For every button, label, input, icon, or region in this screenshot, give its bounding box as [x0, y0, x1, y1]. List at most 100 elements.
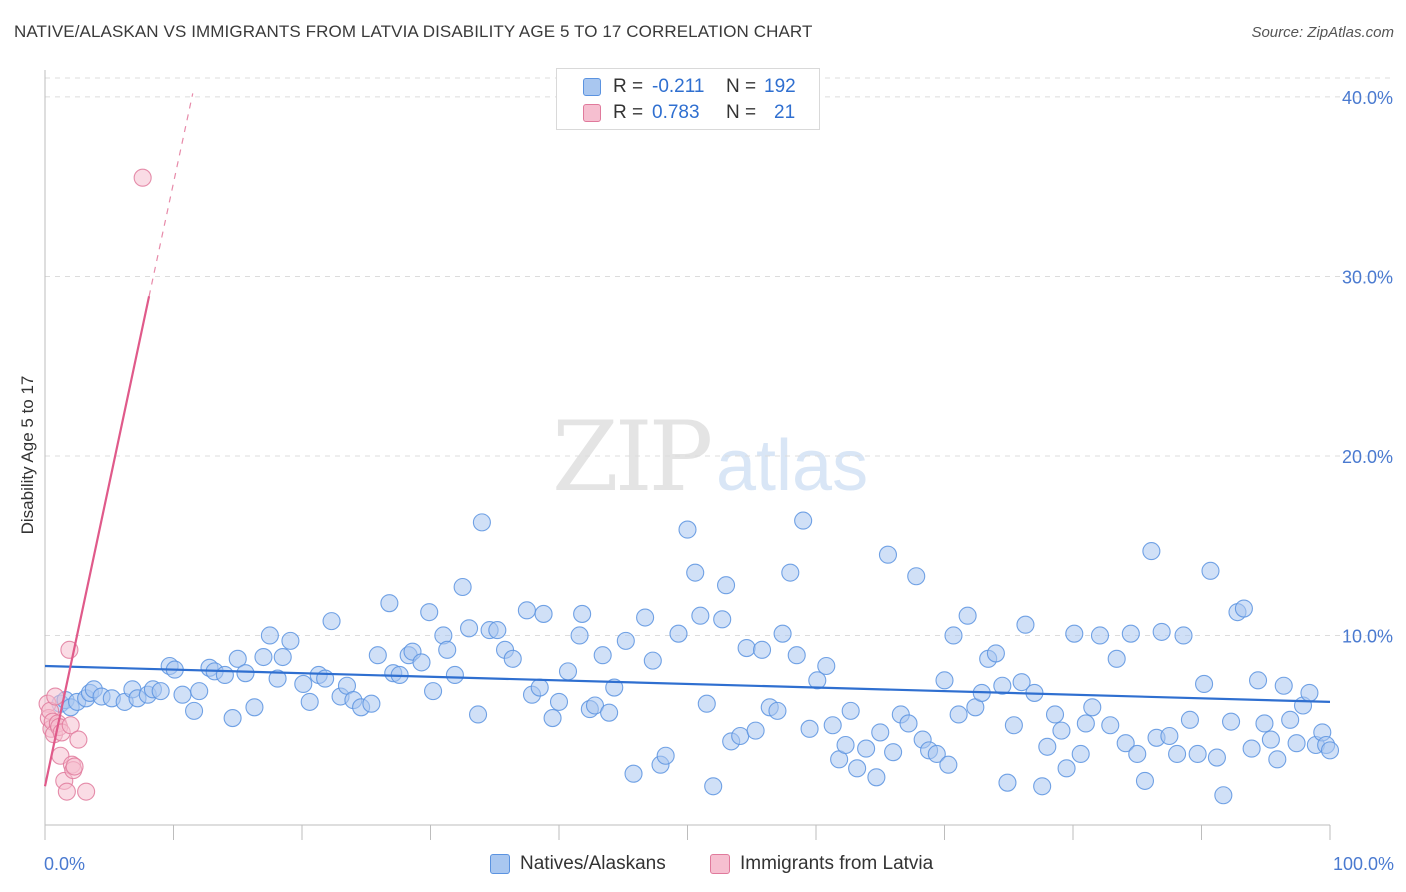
data-point — [1160, 726, 1179, 746]
data-point — [716, 576, 736, 595]
data-point — [412, 653, 431, 672]
data-point — [1261, 730, 1280, 749]
data-point — [517, 601, 536, 620]
data-point — [878, 545, 898, 564]
legend-label-natives: Natives/Alaskans — [520, 853, 666, 874]
data-point — [737, 638, 756, 658]
legend-r-label: R = — [613, 102, 644, 123]
data-point — [958, 606, 977, 625]
x-tick-label-max: 100.0% — [1333, 854, 1394, 874]
legend-n-value: 21 — [774, 102, 796, 123]
data-point — [570, 626, 589, 645]
data-point — [1128, 744, 1147, 764]
data-point — [768, 701, 787, 720]
series-natives-alaskans-points — [51, 511, 1340, 805]
data-point — [939, 755, 958, 774]
data-point — [773, 624, 792, 643]
data-point — [1242, 739, 1261, 758]
data-point — [273, 647, 292, 667]
watermark-zip: ZIP — [552, 401, 711, 513]
data-point — [236, 664, 255, 683]
data-point — [848, 759, 867, 778]
data-point — [899, 714, 918, 733]
trend-lines — [43, 93, 1331, 787]
data-point — [1057, 759, 1076, 778]
series-legend: Natives/Alaskans Immigrants from Latvia — [0, 852, 1406, 878]
data-point — [1107, 649, 1126, 668]
data-point — [57, 782, 76, 801]
trend-line-latvia-extension — [148, 93, 194, 297]
data-point — [1033, 777, 1052, 796]
y-tick-label-10: 10.0% — [1342, 626, 1393, 646]
legend-r-label: R = — [613, 76, 644, 97]
data-point — [1121, 624, 1140, 643]
data-point — [558, 662, 578, 681]
data-point — [1038, 737, 1057, 756]
data-point — [857, 739, 876, 758]
data-point — [1083, 698, 1102, 717]
data-point — [867, 768, 886, 787]
data-point — [185, 701, 204, 720]
data-point — [1090, 626, 1110, 645]
chart-title: NATIVE/ALASKAN VS IMMIGRANTS FROM LATVIA… — [14, 22, 813, 41]
data-point — [534, 604, 553, 623]
data-point — [1174, 626, 1193, 645]
data-point — [713, 610, 732, 629]
data-point — [459, 619, 479, 638]
data-point — [817, 656, 836, 676]
data-point — [993, 676, 1012, 695]
data-point — [907, 567, 926, 586]
data-point — [300, 692, 319, 711]
data-point — [746, 721, 765, 740]
correlation-legend: R = -0.211 N = 192 R = 0.783 N = 21 — [556, 68, 820, 130]
data-point — [1195, 674, 1214, 694]
data-point — [228, 649, 247, 668]
legend-n-label: N = — [726, 76, 757, 97]
legend-swatch-latvia — [583, 104, 601, 122]
data-point — [61, 716, 80, 735]
series-immigrants-latvia-points — [38, 168, 152, 801]
data-point — [77, 782, 96, 801]
data-point — [1168, 744, 1187, 764]
data-point — [1135, 771, 1155, 790]
data-point — [173, 685, 192, 704]
watermark: ZIP atlas — [552, 401, 868, 513]
data-point — [1071, 744, 1090, 764]
data-point — [697, 694, 716, 713]
data-point — [438, 640, 457, 659]
data-point — [503, 649, 522, 668]
trend-line-natives — [44, 664, 1331, 704]
watermark-atlas: atlas — [716, 426, 868, 506]
y-tick-labels: 10.0% 20.0% 30.0% 40.0% — [1342, 88, 1393, 647]
x-tick-label-min: 0.0% — [44, 854, 85, 874]
data-point — [1274, 676, 1293, 695]
data-point — [69, 730, 88, 749]
data-point — [1180, 710, 1199, 729]
data-point — [781, 563, 800, 582]
data-point — [1016, 615, 1035, 634]
data-point — [752, 640, 772, 659]
data-point — [1152, 622, 1171, 641]
data-point — [1214, 786, 1233, 805]
data-point — [424, 682, 443, 701]
data-point — [362, 694, 381, 713]
trend-line-latvia — [43, 295, 151, 787]
data-point — [871, 723, 890, 742]
data-point — [1012, 673, 1031, 692]
data-point — [678, 520, 697, 539]
data-point — [669, 624, 688, 643]
data-point — [1004, 716, 1023, 735]
data-point — [787, 646, 806, 665]
y-tick-label-20: 20.0% — [1342, 447, 1393, 467]
data-point — [636, 608, 655, 627]
data-point — [935, 671, 954, 690]
data-point — [268, 669, 287, 688]
data-point — [549, 692, 569, 711]
data-point — [927, 744, 946, 764]
data-point — [1101, 716, 1120, 735]
data-point — [254, 647, 273, 667]
data-point — [1188, 744, 1207, 764]
legend-swatch-natives — [583, 78, 601, 96]
data-point — [686, 563, 705, 582]
